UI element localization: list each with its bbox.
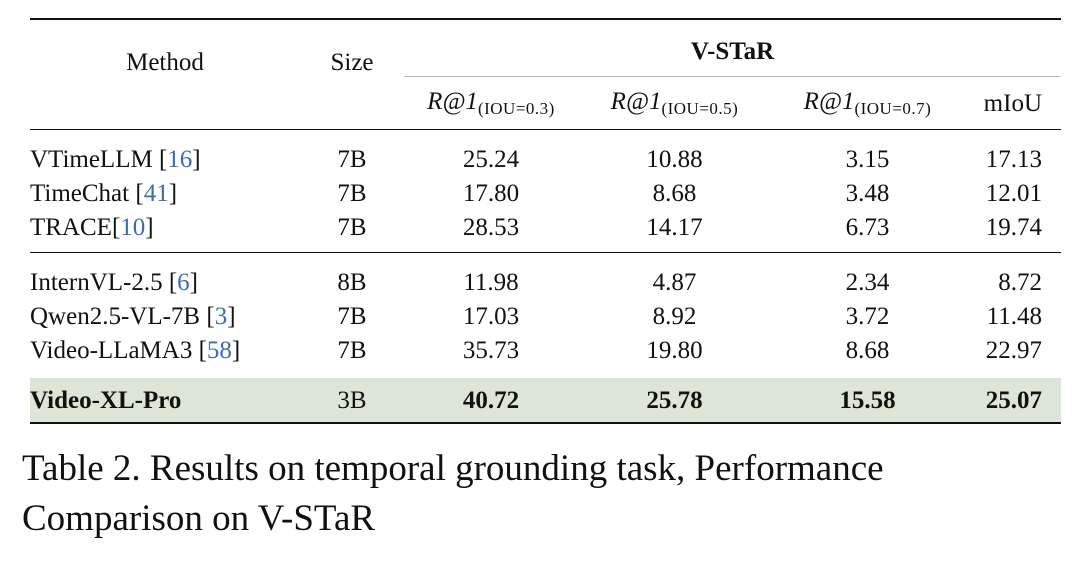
method-cell: InternVL-2.5 [6] <box>30 268 198 296</box>
value-cell: 3.15 <box>845 145 890 173</box>
size-cell: 7B <box>337 302 367 330</box>
header-r1-iou05: R@1(IOU=0.5) <box>578 76 771 130</box>
value-cell: 19.74 <box>964 210 1061 253</box>
value-cell: 25.07 <box>964 376 1061 424</box>
value-cell: 19.80 <box>578 333 771 377</box>
size-cell: 7B <box>300 210 404 253</box>
value-cell: 17.13 <box>985 145 1042 173</box>
value-cell: 11.48 <box>986 302 1042 330</box>
header-method: Method <box>30 18 300 130</box>
citation-link[interactable]: 3 <box>214 302 228 330</box>
table-row: TimeChat [41] 7B 17.80 8.68 3.48 12.01 <box>30 176 1061 210</box>
method-cell: Video-XL-Pro <box>30 376 300 424</box>
header-r1-iou03: R@1(IOU=0.3) <box>404 76 578 130</box>
size-cell: 3B <box>300 376 404 424</box>
table-row: InternVL-2.5 [6] 8B 11.98 4.87 2.34 8.72 <box>30 253 1061 300</box>
value-cell: 4.87 <box>652 268 697 296</box>
citation-link[interactable]: 41 <box>143 179 169 207</box>
table-row-highlight: Video-XL-Pro 3B 40.72 25.78 15.58 25.07 <box>30 376 1061 424</box>
citation-link[interactable]: 10 <box>120 213 146 241</box>
table-row: Video-LLaMA3 [58] 7B 35.73 19.80 8.68 22… <box>30 333 1061 377</box>
header-miou: mIoU <box>964 76 1061 130</box>
method-cell: TimeChat [41] <box>30 179 178 207</box>
value-cell: 10.88 <box>646 145 703 173</box>
citation-link[interactable]: 58 <box>206 336 232 364</box>
value-cell: 3.48 <box>845 179 890 207</box>
value-cell: 8.68 <box>652 179 697 207</box>
group-highlight: Video-XL-Pro 3B 40.72 25.78 15.58 25.07 <box>30 376 1061 424</box>
value-cell: 17.03 <box>462 302 520 330</box>
table-row: TRACE[10] 7B 28.53 14.17 6.73 19.74 <box>30 210 1061 253</box>
table-row: VTimeLLM [16] 7B 25.24 10.88 3.15 17.13 <box>30 130 1061 177</box>
citation-link[interactable]: 16 <box>167 145 193 173</box>
value-cell: 25.24 <box>462 145 520 173</box>
value-cell: 8.68 <box>771 333 964 377</box>
header-r1-iou07: R@1(IOU=0.7) <box>771 76 964 130</box>
size-cell: 7B <box>337 179 367 207</box>
value-cell: 17.80 <box>462 179 520 207</box>
method-cell: Video-LLaMA3 [58] <box>30 333 300 377</box>
value-cell: 6.73 <box>771 210 964 253</box>
value-cell: 22.97 <box>964 333 1061 377</box>
size-cell: 7B <box>300 333 404 377</box>
value-cell: 8.72 <box>998 268 1042 296</box>
method-cell: VTimeLLM [16] <box>30 145 201 173</box>
value-cell: 8.92 <box>652 302 697 330</box>
size-cell: 7B <box>337 145 367 173</box>
size-cell: 8B <box>337 268 367 296</box>
value-cell: 28.53 <box>404 210 578 253</box>
group-2: InternVL-2.5 [6] 8B 11.98 4.87 2.34 8.72… <box>30 253 1061 377</box>
value-cell: 25.78 <box>578 376 771 424</box>
table-caption: Table 2. Results on temporal grounding t… <box>22 448 884 539</box>
value-cell: 40.72 <box>404 376 578 424</box>
header-size: Size <box>300 18 404 130</box>
method-cell: TRACE[10] <box>30 210 300 253</box>
value-cell: 2.34 <box>845 268 890 296</box>
value-cell: 12.01 <box>985 179 1042 207</box>
results-table: Method Size V-STaR R@1(IOU=0.3) R@1(IOU=… <box>30 18 1061 424</box>
value-cell: 11.98 <box>463 268 519 296</box>
citation-link[interactable]: 6 <box>177 268 190 296</box>
value-cell: 35.73 <box>404 333 578 377</box>
group-1: VTimeLLM [16] 7B 25.24 10.88 3.15 17.13 … <box>30 130 1061 253</box>
value-cell: 3.72 <box>845 302 890 330</box>
header-vstar-group: V-STaR <box>404 18 1061 77</box>
method-cell: Qwen2.5-VL-7B [3] <box>30 302 236 330</box>
value-cell: 15.58 <box>771 376 964 424</box>
value-cell: 14.17 <box>578 210 771 253</box>
table-row: Qwen2.5-VL-7B [3] 7B 17.03 8.92 3.72 11.… <box>30 299 1061 333</box>
